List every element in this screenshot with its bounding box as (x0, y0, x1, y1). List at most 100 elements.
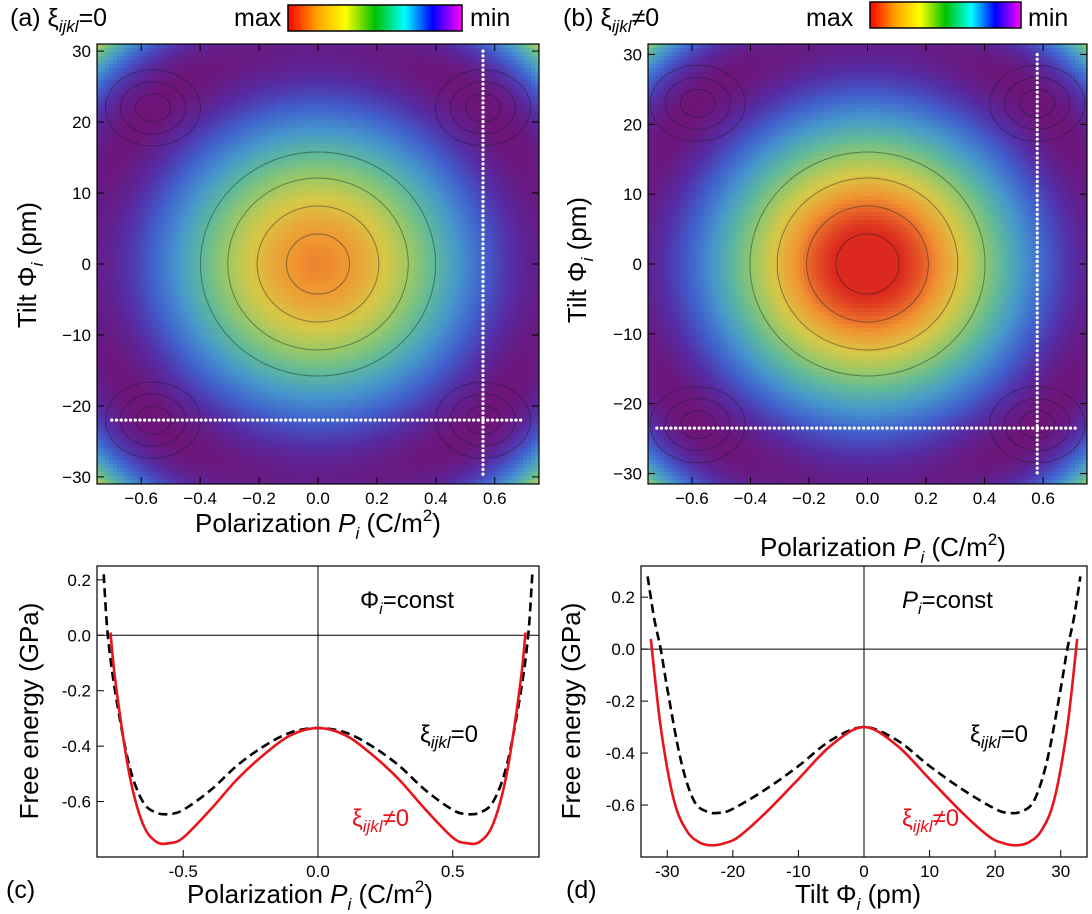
heatmap-cell-a (237, 472, 243, 477)
heatmap-cell-a (265, 92, 271, 97)
heatmap-cell-a (193, 164, 199, 169)
heatmap-cell-a (121, 480, 126, 484)
heatmap-cell-a (117, 280, 122, 285)
heatmap-cell-a (257, 392, 263, 397)
heatmap-cell-a (121, 120, 126, 125)
heatmap-cell-a (197, 212, 203, 217)
heatmap-cell-a (237, 140, 243, 145)
heatmap-cell-a (241, 128, 247, 133)
heatmap-cell-a (265, 284, 271, 289)
heatmap-cell-a (165, 476, 170, 481)
heatmap-cell-a (149, 124, 154, 129)
heatmap-cell-a (141, 108, 146, 113)
heatmap-cell-a (241, 452, 247, 457)
heatmap-cell-a (265, 184, 271, 189)
heatmap-cell-a (241, 64, 247, 69)
heatmap-cell-a (141, 308, 146, 313)
heatmap-cell-a (157, 420, 162, 425)
heatmap-cell-a (217, 140, 223, 145)
heatmap-cell-a (237, 212, 243, 217)
heatmap-cell-a (213, 172, 219, 177)
heatmap-cell-a (201, 132, 207, 137)
heatmap-cell-a (177, 320, 182, 325)
heatmap-cell-a (137, 264, 142, 269)
heatmap-cell-a (265, 224, 271, 229)
heatmap-cell-a (117, 344, 122, 349)
heatmap-cell-a (269, 44, 275, 49)
heatmap-cell-a (265, 296, 271, 301)
heatmap-cell-a (217, 360, 223, 365)
heatmap-cell-a (177, 416, 182, 421)
heatmap-cell-a (217, 304, 223, 309)
heatmap-cell-a (169, 60, 174, 65)
heatmap-cell-a (113, 408, 118, 413)
heatmap-cell-a (253, 96, 259, 101)
heatmap-cell-a (137, 448, 142, 453)
heatmap-cell-a (261, 344, 267, 349)
heatmap-cell-a (197, 432, 203, 437)
heatmap-cell-a (269, 288, 275, 293)
heatmap-cell-a (277, 104, 283, 109)
heatmap-cell-a (253, 332, 259, 337)
heatmap-cell-a (105, 264, 110, 269)
heatmap-cell-a (273, 288, 279, 293)
heatmap-cell-a (193, 368, 199, 373)
heatmap-cell-a (177, 332, 182, 337)
heatmap-cell-a (249, 212, 255, 217)
heatmap-cell-a (201, 68, 207, 73)
heatmap-cell-a (269, 332, 275, 337)
heatmap-cell-a (185, 276, 191, 281)
heatmap-cell-a (137, 328, 142, 333)
heatmap-cell-a (185, 328, 191, 333)
heatmap-cell-a (113, 396, 118, 401)
heatmap-cell-a (101, 452, 106, 457)
heatmap-cell-a (185, 428, 191, 433)
heatmap-cell-a (157, 76, 162, 81)
heatmap-cell-a (269, 256, 275, 261)
heatmap-cell-a (205, 204, 211, 209)
heatmap-cell-a (109, 244, 114, 249)
heatmap-cell-a (101, 132, 106, 137)
heatmap-cell-a (229, 384, 235, 389)
heatmap-cell-a (105, 404, 110, 409)
heatmap-cell-a (213, 56, 219, 61)
heatmap-cell-a (197, 448, 203, 453)
heatmap-cell-a (221, 300, 227, 305)
heatmap-cell-a (137, 368, 142, 373)
heatmap-cell-a (237, 96, 243, 101)
heatmap-cell-a (149, 468, 154, 473)
heatmap-cell-a (273, 380, 279, 385)
heatmap-cell-a (181, 372, 186, 377)
heatmap-cell-a (193, 188, 199, 193)
heatmap-cell-a (257, 444, 263, 449)
heatmap-cell-a (185, 432, 191, 437)
heatmap-cell-a (121, 436, 126, 441)
heatmap-cell-a (161, 300, 166, 305)
heatmap-cell-a (245, 56, 251, 61)
heatmap-cell-a (201, 100, 207, 105)
heatmap-cell-a (101, 232, 106, 237)
heatmap-cell-a (257, 456, 263, 461)
heatmap-cell-a (189, 52, 195, 57)
heatmap-cell-a (173, 76, 178, 81)
heatmap-cell-a (193, 296, 199, 301)
heatmap-cell-a (97, 324, 102, 329)
heatmap-cell-a (225, 120, 231, 125)
heatmap-cell-a (129, 372, 134, 377)
heatmap-cell-a (273, 336, 279, 341)
heatmap-cell-a (269, 252, 275, 257)
heatmap-cell-a (217, 120, 223, 125)
heatmap-cell-a (213, 232, 219, 237)
heatmap-cell-a (165, 112, 170, 117)
heatmap-cell-a (241, 156, 247, 161)
heatmap-cell-a (269, 468, 275, 473)
heatmap-cell-a (229, 228, 235, 233)
heatmap-cell-a (257, 304, 263, 309)
heatmap-cell-a (97, 44, 102, 49)
heatmap-cell-a (157, 168, 162, 173)
heatmap-cell-a (101, 200, 106, 205)
heatmap-cell-a (225, 208, 231, 213)
heatmap-cell-a (225, 328, 231, 333)
heatmap-cell-a (145, 244, 150, 249)
heatmap-cell-a (121, 128, 126, 133)
